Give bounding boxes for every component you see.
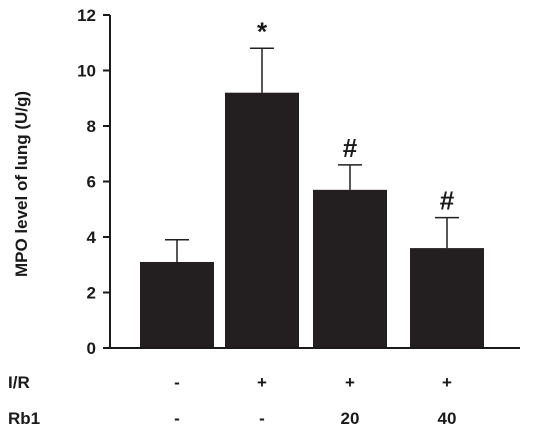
bar — [225, 92, 299, 348]
condition-cell: + — [257, 373, 267, 392]
y-tick-label: 4 — [87, 228, 97, 247]
significance-mark: # — [343, 133, 358, 163]
condition-cell: - — [174, 409, 180, 428]
significance-mark: * — [257, 16, 268, 46]
y-tick-label: 2 — [87, 284, 96, 303]
y-axis-title: MPO level of lung (U/g) — [12, 91, 31, 277]
condition-cell: + — [345, 373, 355, 392]
bar — [410, 248, 484, 348]
condition-row-label: Rb1 — [8, 409, 40, 428]
y-axis: 0 2 4 6 8 10 12 — [77, 6, 110, 358]
y-tick-label: 6 — [87, 173, 96, 192]
y-tick-label: 8 — [87, 117, 96, 136]
bar — [140, 261, 214, 348]
bars-group — [140, 92, 484, 348]
condition-cell: - — [259, 409, 265, 428]
error-bars-group — [165, 47, 459, 262]
y-tick-label: 0 — [87, 339, 96, 358]
significance-marks: * # # — [257, 16, 455, 215]
condition-table: I/R - + + + Rb1 - - 20 40 — [8, 373, 456, 428]
significance-mark: # — [440, 186, 455, 216]
y-tick-label: 10 — [77, 62, 96, 81]
condition-row-label: I/R — [8, 373, 30, 392]
condition-cell: - — [174, 373, 180, 392]
condition-cell: 20 — [341, 409, 360, 428]
condition-cell: 40 — [438, 409, 457, 428]
y-tick-label: 12 — [77, 6, 96, 25]
condition-cell: + — [442, 373, 452, 392]
bar — [313, 189, 387, 348]
